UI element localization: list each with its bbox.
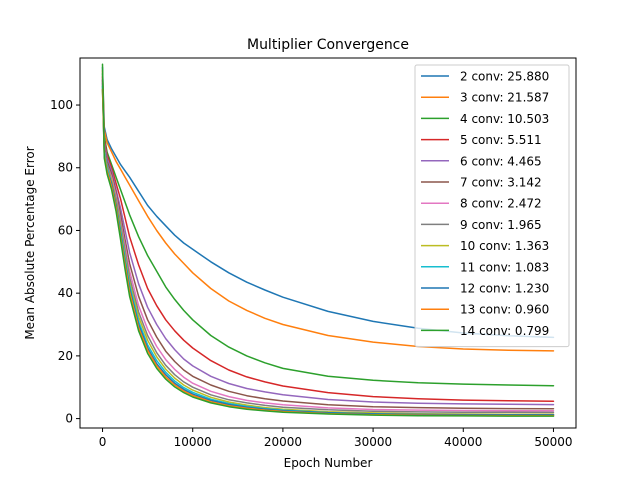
x-tick-label-0: 0 — [99, 435, 107, 449]
legend-label-7: 9 conv: 1.965 — [460, 218, 542, 232]
legend-label-4: 6 conv: 4.465 — [460, 154, 542, 168]
legend-label-9: 11 conv: 1.083 — [460, 260, 549, 274]
plot-area — [101, 63, 555, 417]
legend-label-3: 5 conv: 5.511 — [460, 133, 542, 147]
x-axis: 0 10000 20000 30000 40000 50000 — [99, 428, 573, 449]
series-line-2 — [101, 72, 555, 387]
legend-label-0: 2 conv: 25.880 — [460, 70, 549, 84]
y-axis: 0 20 40 60 80 100 — [50, 98, 80, 426]
plot-frame — [79, 57, 577, 429]
series-line-0 — [101, 66, 555, 339]
x-tick-label-4: 40000 — [444, 435, 482, 449]
legend-label-10: 12 conv: 1.230 — [460, 282, 549, 296]
chart-title: Multiplier Convergence — [247, 37, 409, 53]
y-tick-label-1: 20 — [58, 349, 73, 363]
x-tick-label-3: 30000 — [354, 435, 392, 449]
legend-label-8: 10 conv: 1.363 — [460, 239, 549, 253]
y-tick-label-2: 40 — [58, 286, 73, 300]
legend-label-1: 3 conv: 21.587 — [460, 91, 549, 105]
legend: 2 conv: 25.880 3 conv: 21.587 4 conv: 10.5… — [414, 64, 570, 348]
legend-label-5: 7 conv: 3.142 — [460, 176, 542, 190]
y-tick-label-5: 100 — [50, 98, 73, 112]
x-tick-label-5: 50000 — [534, 435, 572, 449]
legend-label-12: 14 conv: 0.799 — [460, 324, 549, 338]
y-axis-label: Mean Absolute Percentage Error — [23, 146, 37, 339]
series-line-12 — [101, 63, 555, 417]
y-tick-label-3: 60 — [58, 223, 73, 237]
x-tick-label-2: 20000 — [264, 435, 302, 449]
series-line-3 — [101, 76, 555, 403]
legend-box — [414, 64, 570, 348]
y-tick-label-0: 0 — [65, 412, 73, 426]
legend-label-6: 8 conv: 2.472 — [460, 197, 542, 211]
legend-label-2: 4 conv: 10.503 — [460, 112, 549, 126]
x-axis-label: Epoch Number — [284, 456, 373, 470]
y-tick-label-4: 80 — [58, 161, 73, 175]
series-line-1 — [101, 69, 555, 352]
x-tick-label-1: 10000 — [174, 435, 212, 449]
legend-label-11: 13 conv: 0.960 — [460, 303, 549, 317]
